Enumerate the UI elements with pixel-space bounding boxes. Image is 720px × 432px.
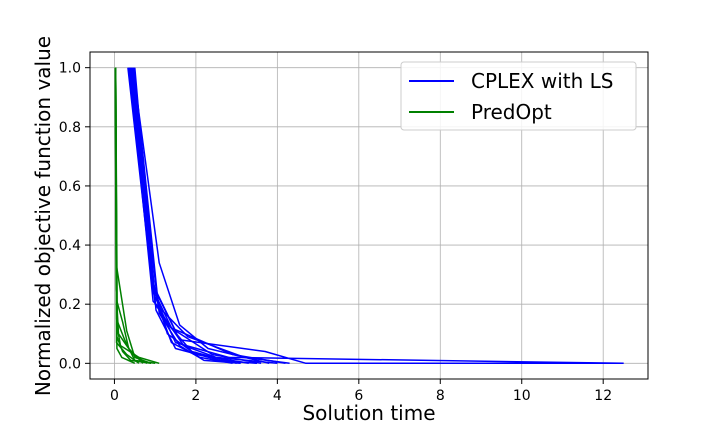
ticks: 0 2 4 6 8 10 12 0.0 0.2 0.4 0.6 0.8 1.0	[59, 61, 612, 404]
series-predopt	[114, 67, 160, 365]
y-tick-label: 0.4	[59, 238, 81, 254]
series-line	[128, 67, 290, 365]
series-cplex-with-ls	[127, 67, 624, 365]
y-tick-label: 0.8	[59, 120, 81, 136]
series-line	[130, 67, 262, 365]
series-line	[130, 67, 286, 365]
series-line	[133, 67, 241, 365]
y-tick-label: 0.2	[59, 297, 81, 313]
y-axis-title: Normalized objective function value	[31, 36, 55, 396]
x-tick-label: 12	[594, 388, 612, 404]
legend-label-predopt: PredOpt	[471, 100, 552, 124]
series-layer	[114, 67, 624, 365]
series-line	[114, 67, 136, 364]
x-tick-label: 0	[110, 388, 119, 404]
plot-frame	[89, 51, 649, 380]
series-line	[134, 67, 258, 365]
series-line	[132, 67, 249, 365]
series-line	[114, 67, 148, 364]
y-tick-label: 1.0	[59, 61, 81, 77]
series-line	[132, 67, 270, 365]
x-tick-label: 10	[513, 388, 531, 404]
y-tick-label: 0.0	[59, 356, 81, 372]
y-tick-label: 0.6	[59, 179, 81, 195]
legend: CPLEX with LS PredOpt	[400, 61, 637, 131]
x-tick-label: 2	[191, 388, 200, 404]
x-tick-label: 8	[436, 388, 445, 404]
x-axis-title: Solution time	[302, 401, 435, 425]
legend-box	[400, 61, 637, 131]
x-tick-label: 4	[273, 388, 282, 404]
legend-label-cplex: CPLEX with LS	[471, 69, 614, 93]
x-tick-label: 6	[354, 388, 363, 404]
